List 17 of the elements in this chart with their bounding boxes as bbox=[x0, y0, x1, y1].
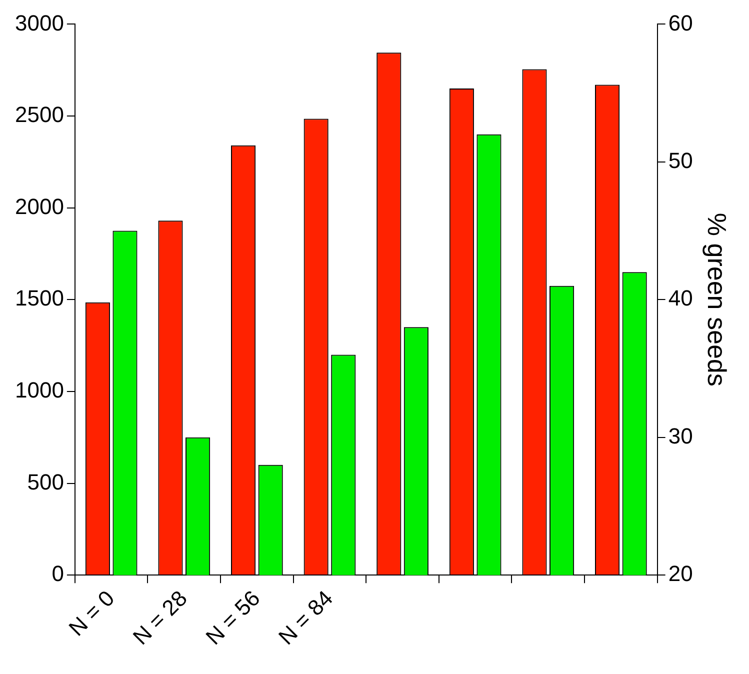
x-tick-label: N = 28 bbox=[128, 586, 192, 650]
y2-tick-label: 60 bbox=[668, 10, 693, 36]
y-tick-label: 0 bbox=[52, 561, 64, 586]
y-tick-label: 1500 bbox=[14, 286, 64, 311]
x-tick-label: N = 56 bbox=[200, 586, 265, 650]
y2-axis-title: % green seeds bbox=[702, 212, 732, 386]
y2-tick-label: 50 bbox=[668, 148, 693, 173]
y-tick-label: 1000 bbox=[14, 378, 64, 403]
y2-tick-label: 20 bbox=[668, 561, 693, 586]
x-tick-label: N = 84 bbox=[274, 586, 338, 650]
y-tick-label: 2500 bbox=[14, 102, 64, 128]
y2-tick-label: 40 bbox=[668, 286, 693, 311]
y2-tick-label: 30 bbox=[668, 423, 693, 448]
y-tick-label: 2000 bbox=[14, 194, 64, 219]
y-tick-label: 500 bbox=[27, 469, 64, 494]
y-tick-label: 3000 bbox=[14, 10, 64, 36]
x-tick-label: N = 0 bbox=[64, 586, 120, 641]
